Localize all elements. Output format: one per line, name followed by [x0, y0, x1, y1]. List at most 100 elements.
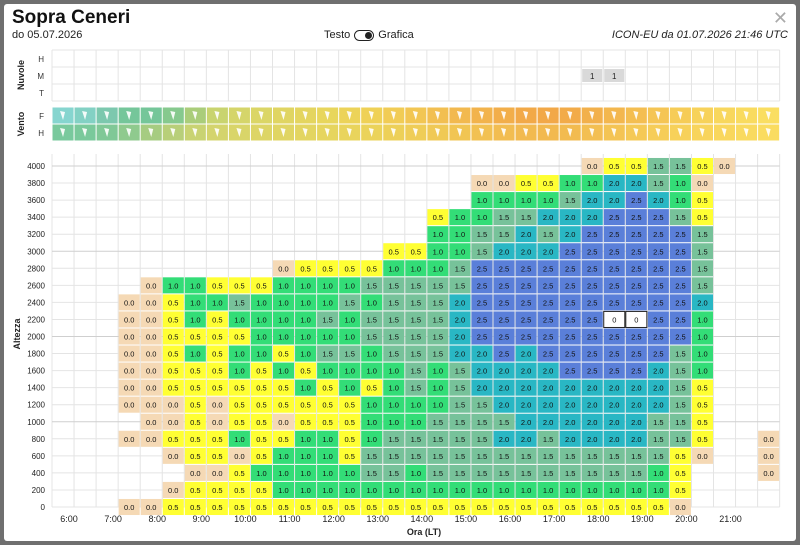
lift-cell-value: 0.5 [697, 162, 707, 171]
lift-cell [427, 447, 449, 464]
lift-cell-value: 2.5 [631, 281, 641, 290]
lift-cell [427, 294, 449, 311]
lift-cell [471, 260, 493, 277]
lift-cell [250, 362, 272, 379]
lift-cell-value: 1.0 [300, 486, 310, 495]
lift-cell-value: 0.5 [190, 401, 200, 410]
wind-arrow-icon [478, 128, 484, 137]
wind-arrow-icon [170, 111, 176, 120]
lift-cell [647, 498, 669, 516]
lift-cell [317, 277, 339, 294]
lift-cell-value: 1.5 [389, 333, 399, 342]
lift-cell [295, 498, 317, 516]
lift-cell [317, 464, 339, 481]
lift-cell [471, 481, 493, 498]
lift-cell [691, 362, 713, 379]
lift-cell-value: 2.0 [543, 247, 553, 256]
lift-cell [537, 481, 559, 498]
lift-cell-value: 2.0 [455, 333, 465, 342]
wind-arrow-icon [456, 128, 462, 137]
lift-cell [493, 498, 515, 516]
lift-cell [317, 362, 339, 379]
lift-cell-value: 1.5 [344, 298, 354, 307]
lift-cell-value: 0.5 [344, 503, 354, 512]
wind-arrow-icon [721, 111, 727, 120]
lift-cell-value: 1.5 [411, 350, 421, 359]
lift-cell-value: 1.0 [609, 486, 619, 495]
toggle-label-text[interactable]: Testo [324, 29, 351, 41]
lift-cell [537, 311, 559, 328]
time-tick-label: 6:00 [60, 514, 78, 524]
lift-cell [295, 260, 317, 277]
lift-cell [515, 345, 537, 362]
lift-cell-value: 1.0 [322, 452, 332, 461]
lift-cell-value: 0.5 [367, 503, 377, 512]
lift-cell-value: 0.0 [124, 367, 134, 376]
lift-cell [273, 396, 295, 413]
lift-cell [581, 157, 603, 175]
lift-cell [493, 379, 515, 396]
lift-cell [250, 413, 272, 430]
lift-cell [603, 362, 625, 379]
lift-cell-value: 1.5 [234, 298, 244, 307]
view-toggle-switch[interactable] [354, 29, 375, 41]
lift-cell-value: 2.5 [631, 230, 641, 239]
lift-cell [471, 396, 493, 413]
lift-cell-value: 2.5 [521, 333, 531, 342]
lift-cell [184, 362, 206, 379]
lift-cell [295, 345, 317, 362]
lift-cell [714, 157, 736, 175]
lift-cell-value: 1.0 [455, 486, 465, 495]
lift-cell [118, 379, 140, 396]
lift-cell [317, 260, 339, 277]
lift-cell [515, 464, 537, 481]
wind-arrow-icon [60, 128, 66, 137]
wind-arrow-icon [589, 128, 595, 137]
lift-cell-value: 0.5 [212, 435, 222, 444]
lift-cell-value: 1.0 [344, 469, 354, 478]
wind-arrow-icon [501, 111, 507, 120]
lift-cell-value: 2.0 [455, 298, 465, 307]
lift-cell [647, 277, 669, 294]
lift-cell [647, 175, 669, 192]
lift-cell [625, 345, 647, 362]
lift-cell [206, 481, 228, 498]
altitude-tick-label: 200 [32, 486, 46, 495]
lift-cell-value: 2.0 [631, 179, 641, 188]
lift-cell-value: 2.0 [565, 230, 575, 239]
lift-cell-value: 1.5 [433, 418, 443, 427]
lift-cell [449, 498, 471, 516]
lift-cell [691, 226, 713, 243]
lift-cell-value: 0.5 [212, 367, 222, 376]
lift-cell [625, 209, 647, 226]
close-icon[interactable]: ✕ [772, 8, 788, 28]
lift-cell-value: 0.5 [344, 418, 354, 427]
wind-arrow-icon [545, 111, 551, 120]
wind-arrow-icon [633, 111, 639, 120]
lift-cell [691, 294, 713, 311]
lift-cell-value: 2.5 [631, 213, 641, 222]
lift-cell-value: 2.0 [631, 418, 641, 427]
toggle-label-graphic[interactable]: Grafica [378, 29, 414, 41]
lift-cell-value: 1.0 [411, 401, 421, 410]
lift-cell [603, 157, 625, 175]
lift-cell-value: 1.5 [697, 264, 707, 273]
lift-cell-value: 1.0 [433, 230, 443, 239]
lift-cell [184, 328, 206, 345]
altitude-tick-label: 3600 [27, 196, 45, 205]
lift-cell [691, 430, 713, 447]
lift-cell-value: 1.0 [389, 367, 399, 376]
lift-cell [471, 430, 493, 447]
lift-cell [184, 294, 206, 311]
lift-cell-value: 0.5 [190, 486, 200, 495]
wind-arrow-icon [677, 128, 683, 137]
wind-arrow-icon [302, 128, 308, 137]
time-tick-label: 10:00 [234, 514, 257, 524]
lift-cell-value: 0.0 [675, 503, 685, 512]
lift-cell [339, 311, 361, 328]
lift-cell-value: 0.5 [367, 384, 377, 393]
lift-cell-value: 0.5 [168, 350, 178, 359]
lift-cell [669, 413, 691, 430]
lift-cell [361, 447, 383, 464]
lift-cell-value: 2.0 [587, 401, 597, 410]
